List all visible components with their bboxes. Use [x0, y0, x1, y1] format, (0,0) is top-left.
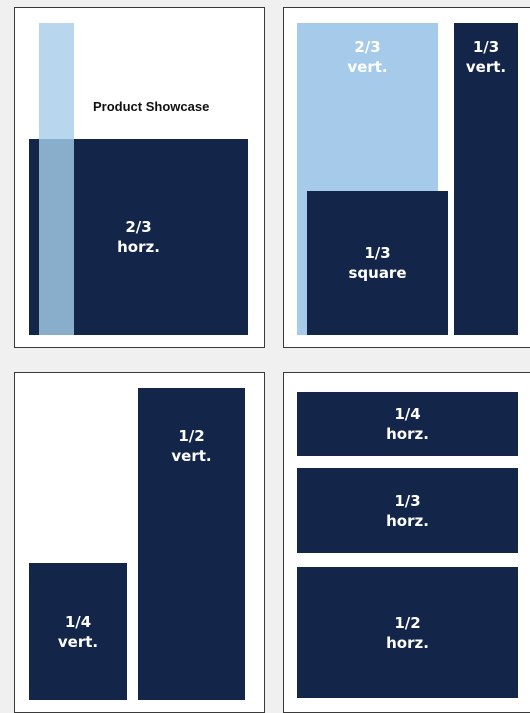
layout-2-block-a-orientation: vert.: [347, 58, 388, 76]
layout-4-block-1-4-horz: 1/4 horz.: [297, 392, 518, 456]
layout-page-2: 2/3 vert. 1/3 vert. 1/3 square: [283, 7, 530, 348]
layout-4-block-a-fraction: 1/4: [394, 405, 421, 423]
layout-4-block-c-fraction: 1/2: [394, 613, 421, 632]
layout-2-block-1-3-square: 1/3 square: [307, 191, 448, 335]
layout-3-block-1-4-vert: 1/4 vert.: [29, 563, 127, 700]
layout-3-block-b-orientation: vert.: [57, 632, 99, 651]
layout-2-block-a-fraction: 2/3: [354, 38, 381, 56]
layout-4-block-c-orientation: horz.: [386, 633, 429, 652]
layout-2-block-c-fraction: 1/3: [364, 244, 391, 262]
layout-2-block-b-fraction: 1/3: [472, 38, 500, 56]
layout-page-1: 2/3 horz. Product Showcase: [14, 7, 265, 348]
layout-page-4: 1/4 horz. 1/3 horz. 1/2 horz.: [283, 372, 530, 713]
layout-1-block-label-fraction: 2/3: [125, 218, 152, 236]
layout-4-block-b-fraction: 1/3: [394, 491, 421, 510]
layout-4-block-b-orientation: horz.: [386, 511, 429, 530]
layout-page-3: 1/2 vert. 1/4 vert.: [14, 372, 265, 713]
layout-2-block-1-3-vert: 1/3 vert.: [454, 23, 518, 335]
layout-3-block-a-orientation: vert.: [171, 447, 212, 465]
layout-1-block-label-orientation: horz.: [117, 238, 160, 256]
layout-4-block-1-2-horz: 1/2 horz.: [297, 567, 518, 698]
layout-3-block-a-fraction: 1/2: [178, 427, 205, 445]
layout-3-block-1-2-vert: 1/2 vert.: [138, 388, 245, 700]
layout-2-block-c-orientation: square: [348, 264, 407, 282]
layout-3-block-b-fraction: 1/4: [64, 612, 92, 631]
layout-4-block-1-3-horz: 1/3 horz.: [297, 468, 518, 553]
layout-1-vertical-strip: [39, 23, 74, 140]
layout-4-block-a-orientation: horz.: [386, 425, 429, 443]
layout-1-title: Product Showcase: [93, 99, 210, 114]
layout-2-block-b-orientation: vert.: [465, 58, 507, 76]
layout-1-strip-overlap: [39, 139, 74, 335]
